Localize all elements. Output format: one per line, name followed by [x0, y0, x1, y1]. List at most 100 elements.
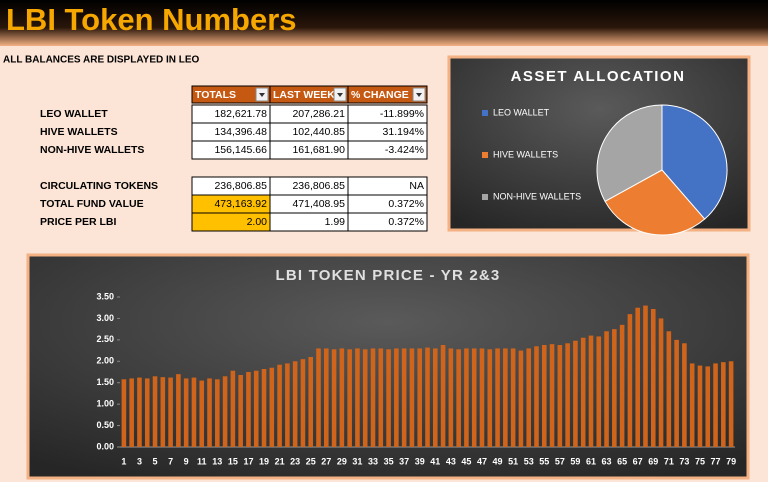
cell-value: 102,440.85	[292, 126, 345, 138]
x-tick-label: 49	[493, 456, 503, 466]
x-tick-label: 19	[259, 456, 269, 466]
row-label: TOTAL FUND VALUE	[40, 198, 144, 210]
bar	[682, 343, 687, 447]
cell-value: 236,806.85	[292, 180, 345, 192]
y-tick-label: 2.00	[96, 356, 114, 366]
bar	[619, 324, 625, 447]
row-label: HIVE WALLETS	[40, 126, 118, 138]
y-tick-label: 3.50	[96, 291, 114, 301]
bar	[121, 379, 127, 447]
bar	[650, 309, 656, 447]
cell-value: NA	[409, 180, 424, 192]
x-tick-label: 55	[539, 456, 549, 466]
x-tick-label: 37	[399, 456, 409, 466]
bar	[230, 370, 236, 447]
bar	[432, 348, 438, 447]
bar	[183, 378, 189, 447]
x-tick-label: 9	[184, 456, 189, 466]
x-tick-label: 43	[446, 456, 456, 466]
bar	[643, 305, 648, 447]
bar	[658, 318, 664, 447]
pie-slice	[596, 104, 663, 202]
title-bar	[0, 0, 768, 46]
bar	[689, 363, 695, 447]
bar	[215, 379, 220, 447]
x-tick-label: 7	[168, 456, 173, 466]
cell	[347, 140, 428, 160]
x-tick-label: 27	[321, 456, 331, 466]
bar	[253, 370, 259, 447]
bar	[713, 363, 718, 447]
x-tick-label: 25	[306, 456, 316, 466]
bar	[347, 349, 352, 447]
bar	[191, 377, 197, 447]
bar	[386, 349, 391, 447]
bar	[573, 340, 578, 447]
bar	[612, 329, 617, 447]
bar	[323, 348, 329, 447]
bar	[448, 348, 454, 447]
bar	[596, 336, 602, 447]
dropdown-arrow	[337, 93, 343, 97]
bar	[277, 364, 282, 447]
bar	[261, 369, 267, 447]
x-tick-label: 13	[212, 456, 222, 466]
bar	[152, 376, 158, 447]
x-tick-label: 31	[352, 456, 362, 466]
x-tick-label: 3	[137, 456, 142, 466]
bar	[518, 350, 524, 447]
bar	[495, 348, 500, 447]
row-label: CIRCULATING TOKENS	[40, 180, 158, 192]
bar	[285, 363, 290, 447]
bar	[697, 365, 703, 447]
bar	[144, 378, 150, 447]
cell-value: 236,806.85	[214, 180, 267, 192]
cell-value: 207,286.21	[292, 108, 345, 120]
bar	[331, 349, 337, 447]
header-label: LAST WEEK	[273, 89, 335, 101]
bar	[487, 349, 493, 447]
cell-value: 0.372%	[388, 198, 424, 210]
legend-label: LEO WALLET	[493, 107, 550, 117]
x-tick-label: 51	[508, 456, 518, 466]
bar	[378, 348, 384, 447]
bar	[580, 337, 586, 447]
cell-value: 1.99	[325, 216, 346, 228]
legend-swatch	[482, 152, 488, 158]
cell-value: 182,621.78	[214, 108, 267, 120]
cell-value: 473,163.92	[214, 198, 267, 210]
x-tick-label: 69	[648, 456, 658, 466]
bar	[292, 361, 298, 447]
x-tick-label: 65	[617, 456, 627, 466]
y-tick-label: 2.50	[96, 334, 114, 344]
bar	[627, 314, 633, 447]
y-tick-label: 1.50	[96, 377, 114, 387]
row-label: NON-HIVE WALLETS	[40, 144, 144, 156]
header-label: % CHANGE	[351, 89, 409, 101]
x-tick-label: 17	[243, 456, 253, 466]
bar	[526, 348, 532, 447]
chart-title: LBI TOKEN PRICE - YR 2&3	[276, 267, 501, 284]
chart-title: ASSET ALLOCATION	[511, 68, 686, 85]
bar	[541, 345, 547, 447]
bar	[479, 348, 485, 447]
y-tick-label: 0.50	[96, 420, 114, 430]
dropdown-arrow	[416, 93, 422, 97]
bar	[160, 377, 166, 447]
bar	[464, 348, 469, 447]
bar	[674, 339, 679, 447]
bar	[588, 335, 594, 447]
pie-slice	[661, 104, 728, 220]
legend-label: NON-HIVE WALLETS	[493, 191, 581, 201]
bar	[728, 361, 734, 447]
bar	[370, 348, 376, 447]
x-tick-label: 29	[337, 456, 347, 466]
bar	[168, 377, 173, 447]
x-tick-label: 23	[290, 456, 300, 466]
x-tick-label: 33	[368, 456, 378, 466]
cell-value: -11.899%	[380, 108, 424, 120]
row-label: LEO WALLET	[40, 108, 108, 120]
bar	[557, 345, 563, 447]
legend-swatch	[482, 110, 488, 116]
